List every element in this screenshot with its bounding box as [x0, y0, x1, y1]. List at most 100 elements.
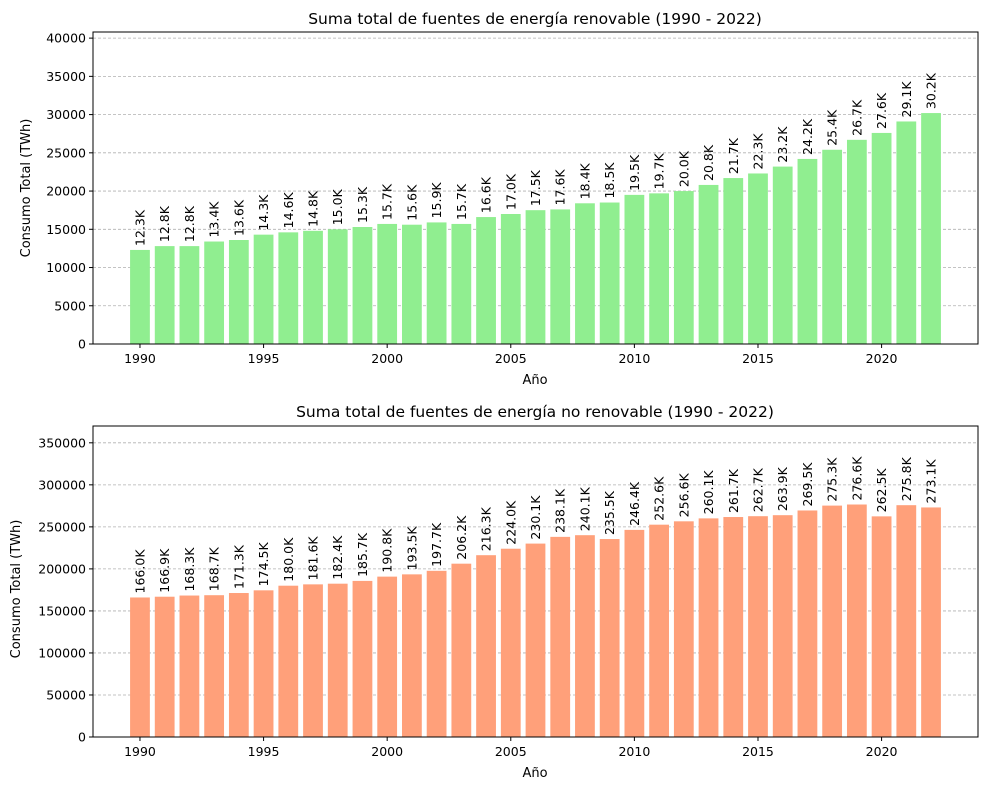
bar	[253, 234, 274, 344]
axes: 0 5000 10000 15000 20000 25000 30000 35000 40000…	[46, 31, 979, 366]
bar-value-label: 269.5K	[800, 462, 815, 507]
bar	[377, 223, 398, 344]
bar-value-label: 29.1K	[899, 81, 914, 118]
bar-value-label: 182.4K	[330, 535, 345, 580]
bar	[921, 113, 941, 344]
non-renewable-energy-chart: Suma total de fuentes de energía no reno…	[9, 403, 979, 781]
bar-value-label: 206.2K	[454, 515, 469, 560]
bar	[154, 246, 175, 344]
bar	[698, 518, 719, 737]
bar-value-label: 13.6K	[231, 199, 246, 236]
bar	[896, 505, 917, 737]
chart-title: Suma total de fuentes de energía no reno…	[296, 403, 774, 421]
bar-value-label: 30.2K	[924, 72, 939, 109]
bar	[525, 210, 546, 344]
x-tick-label: 2005	[495, 744, 527, 759]
bar	[772, 166, 793, 344]
bar	[327, 229, 348, 344]
x-tick-label: 1995	[248, 351, 280, 366]
bar-value-label: 17.5K	[528, 169, 543, 206]
bar-value-label: 261.7K	[726, 468, 741, 513]
bar-value-label: 185.7K	[355, 532, 370, 577]
x-axis-label: Año	[522, 766, 547, 781]
bar	[525, 543, 546, 737]
y-tick-label: 150000	[38, 603, 86, 618]
bar-value-label: 15.7K	[380, 183, 395, 220]
bar	[921, 507, 941, 737]
y-tick-label: 250000	[38, 519, 86, 534]
bar-value-label: 168.7K	[207, 546, 222, 591]
bar	[846, 139, 867, 344]
bar	[649, 524, 669, 737]
bar	[154, 596, 175, 737]
bar	[871, 516, 892, 737]
bar	[204, 241, 225, 344]
bar-value-label: 21.7K	[726, 137, 741, 174]
bar	[228, 593, 249, 737]
bar	[797, 510, 818, 737]
bar-value-label: 230.1K	[528, 495, 543, 540]
y-tick-label: 300000	[38, 477, 86, 492]
bar	[253, 590, 274, 737]
y-tick-label: 0	[78, 337, 86, 352]
bar	[303, 230, 323, 344]
bar	[402, 574, 422, 737]
bar	[130, 249, 150, 344]
bar	[550, 209, 571, 344]
bar-value-label: 275.3K	[825, 457, 840, 502]
bar	[896, 121, 917, 345]
bar-value-label: 14.6K	[281, 192, 296, 229]
y-tick-label: 350000	[38, 435, 86, 450]
bar-labels: 12.3K 12.8K 12.8K 13.4K 13.6K 14.3K 14.6K 14.8K…	[132, 72, 938, 246]
bar-value-label: 240.1K	[577, 486, 592, 531]
bar	[649, 193, 669, 344]
bar	[500, 214, 521, 344]
y-tick-label: 10000	[46, 260, 86, 275]
bar	[748, 516, 768, 737]
bar-value-label: 12.8K	[157, 205, 172, 242]
renewable-energy-chart: Suma total de fuentes de energía renovab…	[19, 10, 979, 388]
bar	[476, 555, 496, 737]
y-tick-label: 20000	[46, 184, 86, 199]
x-tick-label: 2010	[618, 351, 650, 366]
bars	[130, 504, 941, 737]
bar-value-label: 12.8K	[182, 205, 197, 242]
y-tick-label: 30000	[46, 107, 86, 122]
bar-value-label: 275.8K	[899, 456, 914, 501]
bar-value-label: 16.6K	[479, 176, 494, 213]
x-tick-label: 2000	[371, 744, 403, 759]
y-axis-label: Consumo Total (TWh)	[19, 119, 34, 258]
bar	[797, 158, 818, 344]
x-axis-label: Año	[522, 373, 547, 388]
bar	[179, 246, 200, 344]
bar-value-label: 216.3K	[479, 506, 494, 551]
bar-value-label: 20.0K	[676, 150, 691, 187]
y-tick-label: 100000	[38, 645, 86, 660]
bar	[575, 535, 595, 737]
bar	[426, 222, 447, 344]
y-tick-label: 40000	[46, 31, 86, 46]
bar-value-label: 262.5K	[874, 468, 889, 513]
bar	[723, 178, 744, 344]
x-tick-label: 2010	[618, 744, 650, 759]
y-tick-label: 35000	[46, 69, 86, 84]
bar-value-label: 20.8K	[701, 144, 716, 181]
bar	[352, 227, 373, 344]
bar-value-label: 15.9K	[429, 182, 444, 219]
y-tick-label: 200000	[38, 561, 86, 576]
plot-frame	[92, 425, 979, 738]
bar-value-label: 15.3K	[355, 186, 370, 223]
x-tick-label: 2020	[866, 744, 898, 759]
bar	[179, 595, 200, 737]
bar	[303, 584, 323, 737]
x-tick-label: 2005	[495, 351, 527, 366]
chart-title: Suma total de fuentes de energía renovab…	[308, 10, 762, 28]
y-axis-label: Consumo Total (TWh)	[9, 520, 24, 659]
x-tick-label: 1990	[124, 744, 156, 759]
axes: 0 50000 100000 150000 200000 250000 300000 3500…	[38, 425, 979, 759]
bar	[723, 517, 744, 737]
bar-value-label: 13.4K	[207, 201, 222, 238]
bar-value-label: 238.1K	[553, 488, 568, 533]
y-tick-label: 0	[78, 730, 86, 745]
